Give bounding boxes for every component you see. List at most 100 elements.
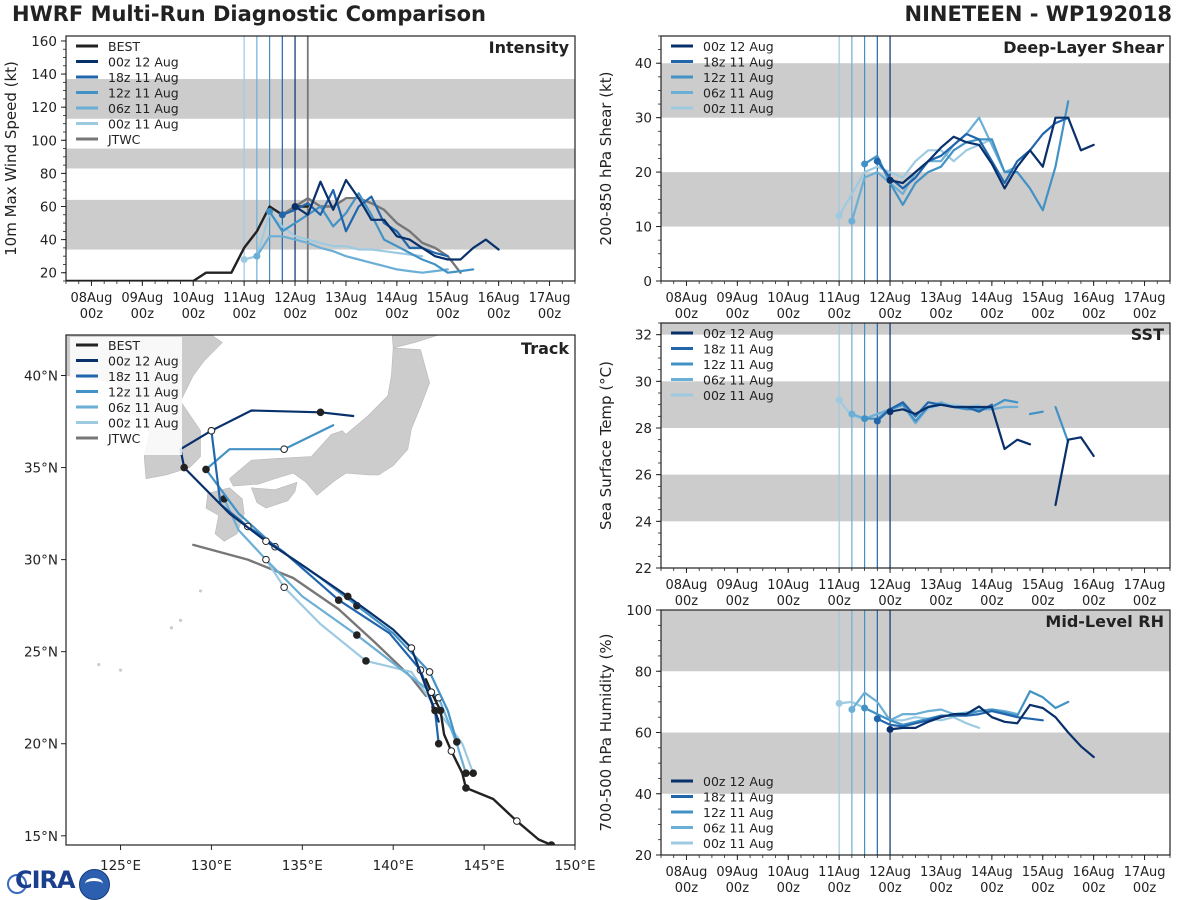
globe-icon xyxy=(79,869,110,900)
xtick-label2-0: 00z xyxy=(675,307,699,322)
xtick-label-3: 11Aug xyxy=(223,291,265,306)
xtick-label-5: 13Aug xyxy=(920,291,962,306)
ytick-label-2: 60 xyxy=(40,200,57,216)
xtick-label2-3: 00z xyxy=(232,307,256,322)
xtick-label2-6: 00z xyxy=(980,307,1004,322)
band-1 xyxy=(661,63,1170,118)
ylabel-sst: Sea Surface Temp (°C) xyxy=(597,361,615,530)
xtick-label2-0: 00z xyxy=(675,881,699,896)
xtick-label-7: 15Aug xyxy=(1022,291,1064,306)
track-xtick-label-0: 125°E xyxy=(100,858,141,874)
ytick-label-1: 40 xyxy=(635,787,652,803)
xtick-label-5: 13Aug xyxy=(920,578,962,593)
xtick-label2-0: 00z xyxy=(80,307,104,322)
xtick-label-0: 08Aug xyxy=(665,865,707,880)
legend-label-2: 12z 11 Aug xyxy=(703,70,774,85)
run-line-2-seg-1 xyxy=(1028,410,1044,416)
xtick-label-8: 16Aug xyxy=(1073,291,1115,306)
legend-label-1: 18z 11 Aug xyxy=(703,342,774,357)
ytick-label-2: 26 xyxy=(635,468,652,484)
xtick-label-1: 09Aug xyxy=(121,291,163,306)
run-start-point-0 xyxy=(886,176,894,184)
logo-text: CIRA xyxy=(15,866,76,894)
ylabel-shear: 200-850 hPa Shear (kt) xyxy=(597,72,615,246)
run-start-point-1 xyxy=(873,157,881,165)
run-line-0 xyxy=(888,703,1095,759)
best-track-marker-8 xyxy=(436,706,445,715)
xtick-label2-9: 00z xyxy=(1133,594,1157,609)
band-2 xyxy=(661,323,1170,335)
run-start-point-3 xyxy=(848,217,856,225)
island-2 xyxy=(169,626,174,630)
legend-label-1: 00z 12 Aug xyxy=(108,354,179,369)
xtick-label2-4: 00z xyxy=(283,307,307,322)
xtick-label-4: 12Aug xyxy=(274,291,316,306)
xtick-label-4: 12Aug xyxy=(869,291,911,306)
kyushu-landmass xyxy=(205,487,245,542)
ytick-label-7: 160 xyxy=(31,34,57,50)
panel-title-track: Track xyxy=(521,339,569,358)
run-line-1 xyxy=(876,401,994,423)
ytick-label-5: 120 xyxy=(31,100,57,116)
xtick-label2-4: 00z xyxy=(878,307,902,322)
xtick-label2-3: 00z xyxy=(827,881,851,896)
xtick-label-9: 17Aug xyxy=(1124,865,1166,880)
ytick-label-2: 20 xyxy=(635,165,652,181)
track-ytick-label-1: 20°N xyxy=(24,737,58,753)
run-track-0-marker-10 xyxy=(207,426,216,435)
xtick-label-2: 10Aug xyxy=(767,291,809,306)
xtick-label-6: 14Aug xyxy=(376,291,418,306)
run-track-4-marker-4 xyxy=(362,657,370,665)
xtick-label-0: 08Aug xyxy=(70,291,112,306)
xtick-label-1: 09Aug xyxy=(716,578,758,593)
xtick-label2-7: 00z xyxy=(1031,594,1055,609)
run-start-point-4 xyxy=(835,212,843,220)
run-track-4-marker-0 xyxy=(469,769,478,777)
run-track-0-marker-8 xyxy=(180,463,188,472)
run-track-1-marker-0 xyxy=(434,739,443,748)
xtick-label-8: 16Aug xyxy=(478,291,520,306)
ytick-label-0: 20 xyxy=(635,848,652,864)
band-1 xyxy=(66,148,575,169)
track-xtick-label-4: 145°E xyxy=(464,858,505,874)
xtick-label2-4: 00z xyxy=(878,594,902,609)
run-start-point-4 xyxy=(240,255,248,263)
legend-label-4: 00z 11 Aug xyxy=(703,101,774,116)
island-0 xyxy=(118,668,123,672)
legend-label-6: JTWC xyxy=(107,431,141,446)
ytick-label-4: 100 xyxy=(626,603,652,619)
xtick-label2-1: 00z xyxy=(131,307,155,322)
run-start-point-2 xyxy=(861,160,869,168)
legend-label-1: 18z 11 Aug xyxy=(703,790,774,805)
xtick-label2-8: 00z xyxy=(487,307,511,322)
xtick-label-5: 13Aug xyxy=(325,291,367,306)
xtick-label-4: 12Aug xyxy=(869,578,911,593)
panel-title-sst: SST xyxy=(1131,325,1164,344)
ytick-label-0: 0 xyxy=(643,274,652,290)
legend-label-2: 18z 11 Aug xyxy=(108,369,179,384)
ytick-label-1: 10 xyxy=(635,220,652,236)
band-1 xyxy=(661,610,1170,672)
frame-track xyxy=(65,334,576,846)
ytick-label-1: 24 xyxy=(635,514,652,530)
run-line-0-seg-1 xyxy=(1054,436,1095,507)
xtick-label2-4: 00z xyxy=(878,881,902,896)
xtick-label-7: 15Aug xyxy=(1022,865,1064,880)
ytick-label-3: 80 xyxy=(635,664,652,680)
ytick-label-4: 30 xyxy=(635,374,652,390)
island-1 xyxy=(97,662,101,667)
xtick-label2-2: 00z xyxy=(777,881,801,896)
best-track-marker-4 xyxy=(462,784,470,792)
ylabel-rh: 700-500 hPa Humidity (%) xyxy=(597,633,615,831)
xtick-label2-1: 00z xyxy=(726,307,750,322)
run-track-3-marker-6 xyxy=(262,555,270,564)
run-line-1 xyxy=(281,188,449,258)
legend-label-5: 00z 11 Aug xyxy=(108,117,179,132)
run-track-0-marker-6 xyxy=(262,537,270,546)
hokkaido-landmass xyxy=(391,335,494,349)
best-track-marker-0 xyxy=(547,841,556,845)
ytick-label-0: 20 xyxy=(40,266,57,282)
plot-area-sst xyxy=(661,323,1170,568)
run-track-3 xyxy=(223,497,467,775)
track-xtick-label-3: 140°E xyxy=(373,858,414,874)
